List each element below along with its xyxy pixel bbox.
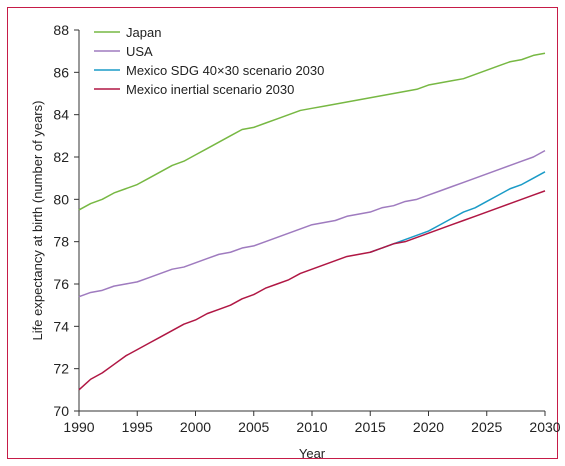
axes-layer: 70 72 74 76 78 80 82 84 86 88 1990 1995 2000 2005 2010… [53, 22, 560, 435]
y-tick-label: 78 [53, 234, 69, 250]
y-tick-label: 86 [53, 64, 69, 80]
x-tick-label: 2025 [471, 419, 502, 435]
legend-label: Japan [126, 25, 161, 40]
legend-label: Mexico inertial scenario 2030 [126, 82, 294, 97]
legend: Japan USA Mexico SDG 40×30 scenario 2030 Me… [94, 25, 324, 97]
y-axis-title: Life expectancy at birth (number of year… [30, 101, 45, 341]
y-tick-label: 76 [53, 276, 69, 292]
y-tick-label: 82 [53, 149, 69, 165]
legend-label: Mexico SDG 40×30 scenario 2030 [126, 63, 324, 78]
x-tick-label: 2010 [296, 419, 327, 435]
figure-border [7, 7, 558, 459]
legend-label: USA [126, 44, 153, 59]
series-line-1 [78, 52, 546, 211]
series-line-3 [369, 171, 546, 253]
x-tick-label: 2030 [529, 419, 560, 435]
x-tick-label: 2015 [355, 419, 386, 435]
y-tick-label: 80 [53, 191, 69, 207]
series-layer [78, 52, 546, 391]
x-axis-title: Year [299, 446, 326, 461]
y-tick-label: 72 [53, 361, 69, 377]
x-tick-label: 2005 [238, 419, 269, 435]
y-tick-label: 84 [53, 107, 69, 123]
y-tick-label: 88 [53, 22, 69, 38]
x-tick-label: 2000 [180, 419, 211, 435]
x-tick-label: 1990 [63, 419, 94, 435]
x-tick-label: 2020 [413, 419, 444, 435]
series-line-2 [78, 149, 546, 298]
y-tick-label: 70 [53, 403, 69, 419]
series-line-4 [78, 190, 546, 391]
x-tick-label: 1995 [122, 419, 153, 435]
y-tick-label: 74 [53, 318, 69, 334]
